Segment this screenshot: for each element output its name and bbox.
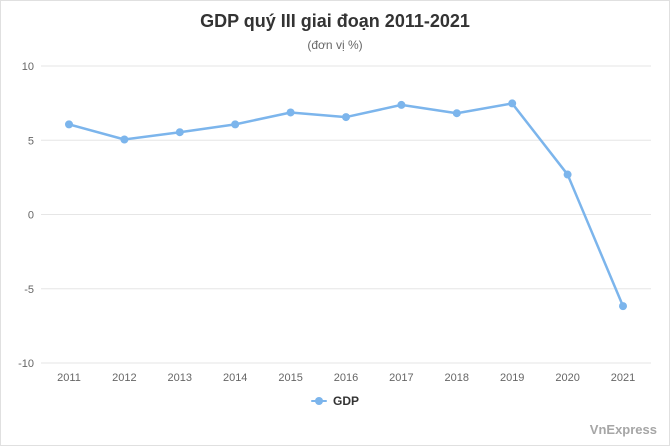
data-point [231,120,240,129]
data-point [175,128,184,137]
y-axis-label: 10 [22,61,34,73]
chart-subtitle: (đơn vị %) [307,38,363,52]
x-axis-label: 2014 [223,372,247,384]
data-point [342,113,350,122]
y-axis-label: 0 [28,210,34,222]
data-point [286,108,295,117]
legend-label: GDP [332,394,359,408]
x-axis-label: 2019 [500,372,524,384]
x-axis-label: 2018 [445,372,469,384]
x-axis-label: 2017 [389,372,413,384]
x-axis-label: 2020 [555,372,579,384]
data-point [452,109,461,118]
watermark: VnExpress [589,422,657,437]
data-point [397,100,406,109]
x-axis-label: 2011 [57,372,81,384]
x-axis-label: 2015 [278,372,302,384]
series-line [67,102,625,308]
data-point [65,120,73,129]
legend-marker-icon [310,397,327,405]
y-axis-label: -10 [18,358,34,370]
line-chart-plot: 10 5 0 -5 -10 2011 2012 2013 2014 2015 2016 2017 201… [18,61,651,384]
data-point [619,302,627,311]
x-axis-label: 2016 [334,372,358,384]
x-axis-label: 2013 [168,372,192,384]
data-point [563,170,572,179]
x-axis-label: 2012 [112,372,136,384]
y-axis-label: -5 [24,284,34,296]
x-axis-label: 2021 [611,372,635,384]
chart-legend[interactable]: GDP [1,390,669,412]
data-point [508,99,517,108]
chart-title: GDP quý III giai đoạn 2011-2021 [200,11,470,31]
data-point [120,135,129,144]
y-axis-label: 5 [28,135,34,147]
